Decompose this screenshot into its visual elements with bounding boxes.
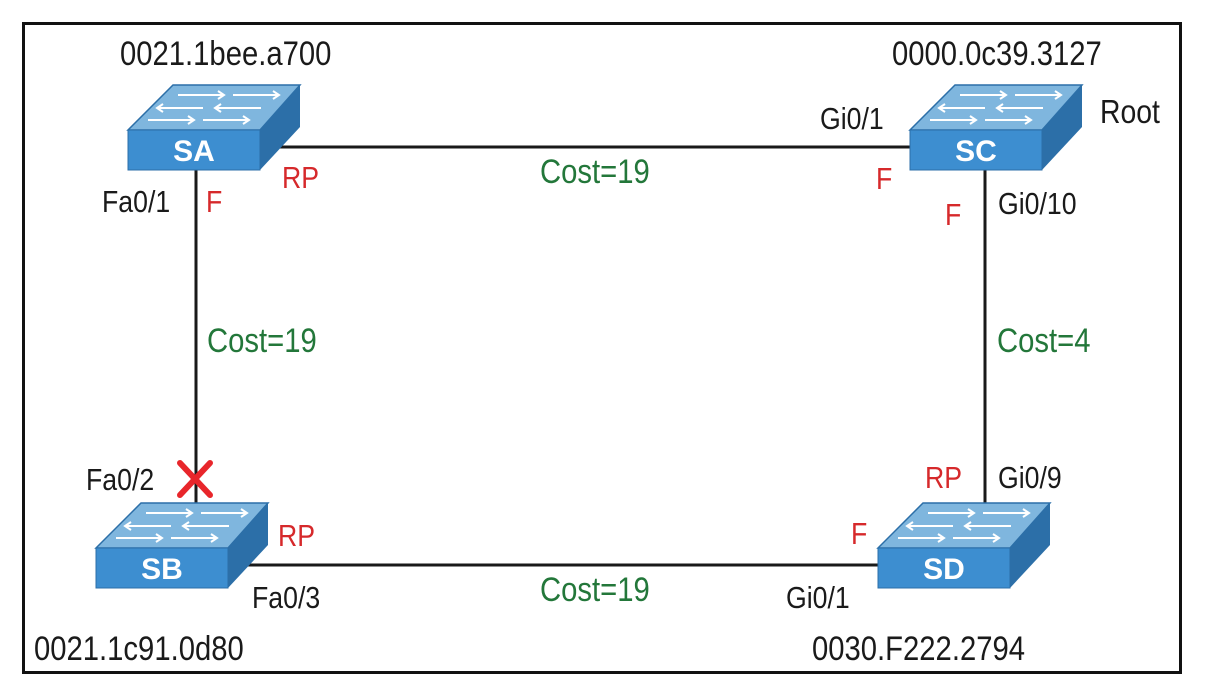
cost-sa-sb: Cost=19 xyxy=(207,322,317,360)
switch-front-face xyxy=(127,129,261,171)
sb-port-fa0-2: Fa0/2 xyxy=(86,462,155,497)
switch-front-face xyxy=(909,129,1043,171)
switch-sa[interactable]: SA xyxy=(126,84,302,171)
switch-side-face xyxy=(228,503,268,588)
cost-sb-sd: Cost=19 xyxy=(540,571,650,609)
sc-mac-address: 0000.0c39.3127 xyxy=(892,35,1102,73)
switch-front-face xyxy=(95,547,229,589)
switch-label: SD xyxy=(923,553,965,586)
switch-label: SB xyxy=(141,553,183,586)
switch-sd[interactable]: SD xyxy=(876,502,1052,589)
sa-mac-address: 0021.1bee.a700 xyxy=(120,35,332,73)
sb-port-role-rp: RP xyxy=(278,518,316,553)
cost-sa-sc: Cost=19 xyxy=(540,153,650,191)
sb-mac-address: 0021.1c91.0d80 xyxy=(34,630,244,668)
switch-front-face xyxy=(877,547,1011,589)
sd-mac-address: 0030.F222.2794 xyxy=(812,630,1025,668)
sd-port-role-f: F xyxy=(851,516,868,551)
sc-port-gi0-10: Gi0/10 xyxy=(998,186,1077,221)
switch-side-face xyxy=(1042,85,1082,170)
switch-sc[interactable]: SC xyxy=(908,84,1084,171)
cost-sc-sd: Cost=4 xyxy=(997,322,1091,360)
switch-arrows-icon xyxy=(930,90,1063,125)
switch-side-face xyxy=(260,85,300,170)
sd-port-gi0-1: Gi0/1 xyxy=(786,580,850,615)
sd-port-gi0-9: Gi0/9 xyxy=(998,460,1062,495)
switch-label: SA xyxy=(173,135,215,168)
switch-arrows-icon xyxy=(148,90,281,125)
switch-arrows-icon xyxy=(898,508,1031,543)
sb-port-fa0-3: Fa0/3 xyxy=(252,580,321,615)
sc-port-gi0-1: Gi0/1 xyxy=(820,101,884,136)
switch-arrows-icon xyxy=(116,508,249,543)
switch-label: SC xyxy=(955,135,997,168)
sa-port-fa0-1: Fa0/1 xyxy=(102,184,171,219)
blocked-port-x-icon xyxy=(177,460,213,498)
sd-port-role-rp: RP xyxy=(925,460,963,495)
sa-port-role-f: F xyxy=(206,184,223,219)
sc-port-role-f-gi0-10: F xyxy=(945,197,962,232)
switch-sb[interactable]: SB xyxy=(94,502,270,589)
sa-port-role-rp: RP xyxy=(282,160,320,195)
switch-side-face xyxy=(1010,503,1050,588)
sc-port-role-f-gi0-1: F xyxy=(876,161,893,196)
root-bridge-label: Root xyxy=(1100,93,1160,130)
